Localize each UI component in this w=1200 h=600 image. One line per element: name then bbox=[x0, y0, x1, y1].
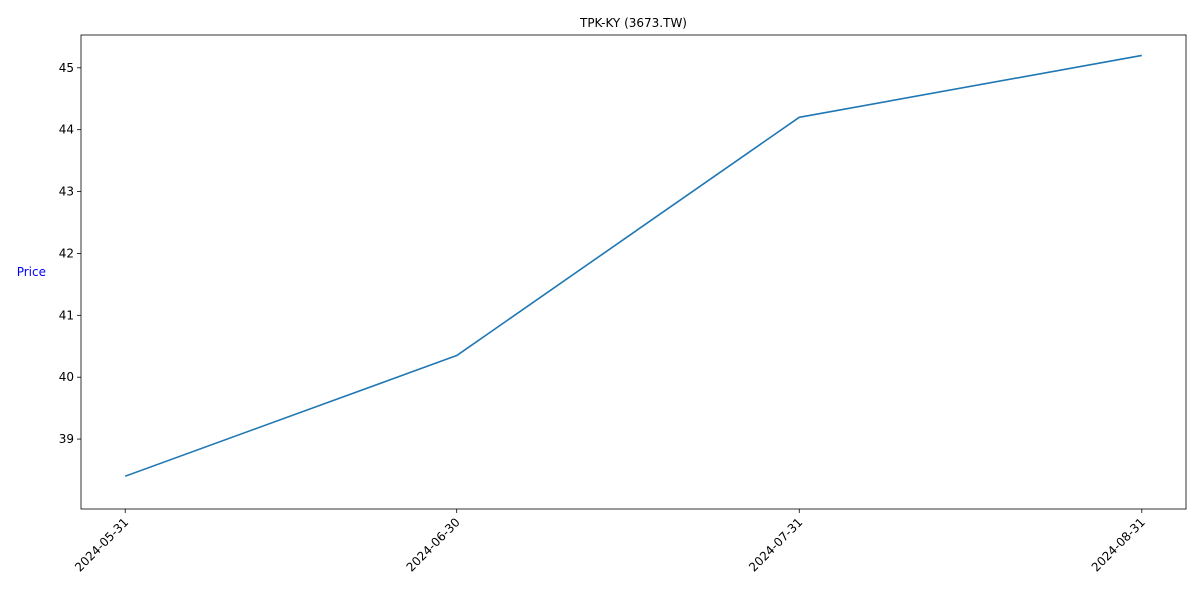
y-tick-label: 39 bbox=[59, 432, 74, 446]
x-tick-label: 2024-07-31 bbox=[746, 515, 805, 574]
x-tick-label: 2024-05-31 bbox=[72, 515, 131, 574]
y-tick-label: 40 bbox=[59, 370, 74, 384]
chart-title: TPK-KY (3673.TW) bbox=[579, 16, 687, 30]
y-tick-label: 43 bbox=[59, 185, 74, 199]
series-line-1 bbox=[124, 54, 1142, 477]
y-tick-label: 42 bbox=[59, 246, 74, 260]
y-axis-label: Price bbox=[17, 265, 46, 279]
x-tick-label: 2024-06-30 bbox=[404, 515, 463, 574]
y-tick-label: 44 bbox=[59, 123, 74, 137]
plot-area: 39 40 41 42 43 44 45 2024-05-31 2024-06-30 2024-0… bbox=[59, 34, 1187, 574]
y-tick-label: 41 bbox=[59, 308, 74, 322]
plot-frame bbox=[80, 34, 1187, 510]
y-tick-label: 45 bbox=[59, 61, 74, 75]
x-tick-label: 2024-08-31 bbox=[1089, 515, 1148, 574]
